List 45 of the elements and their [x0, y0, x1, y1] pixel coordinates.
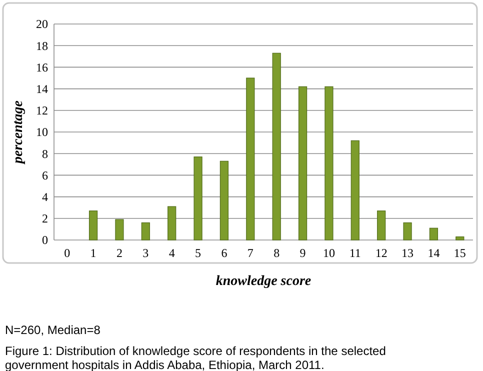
bar [403, 222, 412, 240]
x-tick-label: 0 [64, 246, 70, 260]
y-tick-label: 14 [36, 82, 48, 96]
text: N=260, Median=8 [5, 323, 101, 337]
bar [220, 160, 229, 240]
bar [194, 156, 202, 240]
bar [141, 222, 150, 240]
y-axis-title: percentage [11, 100, 26, 164]
y-tick-label: 12 [36, 104, 48, 118]
y-tick-label: 8 [42, 146, 48, 161]
y-tick-label: 16 [36, 60, 48, 74]
x-tick-label: 13 [402, 246, 414, 260]
x-tick-label: 15 [454, 246, 466, 260]
bar [272, 52, 281, 240]
bar [88, 210, 98, 240]
x-axis-title: knowledge score [216, 274, 312, 289]
bar [429, 228, 438, 240]
x-tick-label: 4 [168, 246, 175, 260]
y-tick-label: 18 [36, 38, 48, 53]
x-tick-label: 11 [349, 246, 361, 260]
x-tick-label: 14 [428, 246, 440, 260]
bar [377, 210, 386, 240]
x-tick-label: 6 [221, 246, 228, 260]
bar [456, 236, 464, 240]
bar [350, 140, 360, 240]
bar [298, 86, 308, 240]
bar [324, 86, 334, 240]
y-tick-label: 6 [42, 168, 48, 182]
bar [115, 219, 124, 240]
x-tick-label: 1 [90, 246, 96, 260]
x-tick-label: 12 [375, 246, 388, 260]
x-tick-label: 3 [142, 246, 149, 260]
x-tick-label: 8 [274, 246, 280, 260]
x-tick-label: 5 [195, 246, 202, 260]
y-tick-label: 10 [36, 125, 48, 140]
y-tick-label: 0 [42, 233, 48, 248]
y-tick-label: 2 [42, 212, 48, 226]
x-tick-label: 9 [300, 246, 306, 260]
x-tick-label: 7 [247, 246, 254, 260]
bar [168, 206, 176, 240]
y-tick-label: 20 [36, 17, 48, 32]
x-tick-label: 10 [322, 246, 335, 260]
bar [246, 78, 255, 240]
x-tick-label: 2 [116, 246, 122, 260]
y-tick-label: 4 [42, 190, 48, 204]
